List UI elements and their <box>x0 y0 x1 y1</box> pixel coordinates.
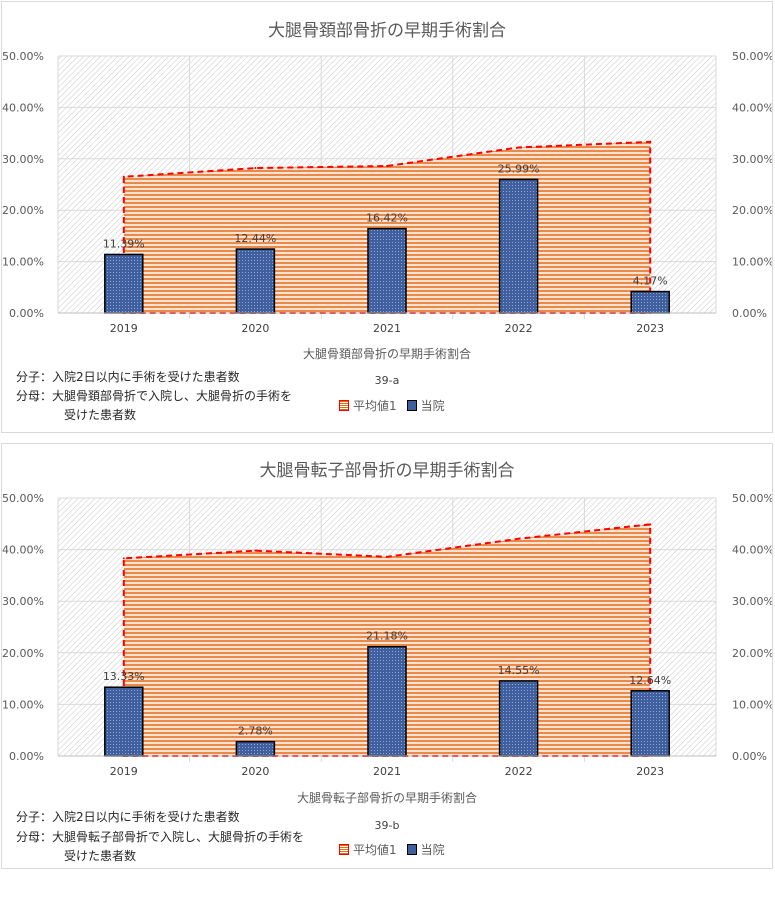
x-tick-label: 2019 <box>110 765 138 778</box>
average-point <box>386 164 388 167</box>
y-tick-label-right: 50.00% <box>732 50 772 63</box>
bar-value-label: 4.17% <box>633 275 668 288</box>
x-axis-label: 大腿骨転子部骨折の早期手術割合 <box>296 791 477 805</box>
chart-code: 39-b <box>374 819 400 832</box>
x-tick-label: 2023 <box>636 765 664 778</box>
average-point <box>517 537 520 540</box>
y-tick-label-left: 50.00% <box>2 50 44 63</box>
bar-2019 <box>104 686 144 757</box>
legend-swatch-average <box>339 400 349 411</box>
x-tick-label: 2019 <box>110 322 138 335</box>
note-denominator: 分母：大腿骨転子部骨折で入院し、大腿骨折の手術を <box>16 830 305 844</box>
y-tick-label-left: 0.00% <box>9 750 44 763</box>
y-tick-label-left: 30.00% <box>2 595 44 608</box>
x-tick-label: 2022 <box>505 765 533 778</box>
bar-value-label: 12.64% <box>629 674 671 687</box>
y-tick-label-left: 30.00% <box>2 153 44 166</box>
bar-value-label: 21.18% <box>366 630 408 643</box>
y-tick-label-left: 40.00% <box>2 544 44 557</box>
y-tick-label-right: 10.00% <box>732 698 772 711</box>
bar-value-label: 11.39% <box>103 237 145 250</box>
bar-2021 <box>367 227 407 314</box>
chart-title: 大腿骨頚部骨折の早期手術割合 <box>268 21 506 41</box>
chart-plot-area: 0.00% 0.00% 10.00% 10.00% 20.00% 20.00% 30.00%… <box>2 50 772 335</box>
legend-swatch-hospital <box>406 400 417 411</box>
legend-swatch-hospital <box>406 844 417 855</box>
chart-panel-b: 大腿骨転子部骨折の早期手術割合 0.00% 0.00% 10.00% 10.00% 20… <box>1 443 773 869</box>
y-tick-label-right: 40.00% <box>732 544 772 557</box>
legend: 平均値1 当院 <box>339 397 445 414</box>
note-denominator: 分母：大腿骨頚部骨折で入院し、大腿骨折の手術を <box>16 389 293 403</box>
legend-label-average: 平均値1 <box>353 399 397 413</box>
y-tick-label-right: 10.00% <box>732 256 772 269</box>
y-tick-label-right: 40.00% <box>732 101 772 114</box>
note-denominator-cont: 受けた患者数 <box>64 849 137 863</box>
bar-value-label: 13.33% <box>103 670 145 683</box>
bar-value-label: 12.44% <box>234 232 276 245</box>
y-tick-label-left: 50.00% <box>2 492 44 505</box>
bar-2023 <box>630 690 670 757</box>
bar-2020 <box>235 740 276 757</box>
average-point <box>649 140 652 143</box>
average-point <box>254 549 257 552</box>
average-point <box>122 557 125 560</box>
bar-2022 <box>498 178 539 314</box>
x-tick-label: 2022 <box>505 322 533 335</box>
note-numerator: 分子：入院2日以内に手術を受けた患者数 <box>16 370 240 384</box>
legend-label-hospital: 当院 <box>420 843 445 857</box>
bar-value-label: 16.42% <box>366 212 408 225</box>
y-tick-label-right: 20.00% <box>732 204 772 217</box>
bar-2021 <box>367 645 407 757</box>
y-tick-label-right: 0.00% <box>732 307 767 320</box>
chart-code: 39-a <box>374 374 400 387</box>
x-tick-label: 2020 <box>241 765 269 778</box>
bar-2023 <box>630 290 670 314</box>
note-numerator: 分子：入院2日以内に手術を受けた患者数 <box>16 810 240 824</box>
y-tick-label-right: 30.00% <box>732 595 772 608</box>
x-tick-label: 2020 <box>241 322 269 335</box>
average-point <box>649 523 652 526</box>
average-point <box>386 555 388 558</box>
y-tick-label-right: 30.00% <box>732 153 772 166</box>
bar-2019 <box>104 253 144 314</box>
average-point <box>517 146 520 149</box>
chart-plot-area: 0.00% 0.00% 10.00% 10.00% 20.00% 20.00% 30.00%… <box>2 492 772 778</box>
x-tick-label: 2021 <box>373 322 401 335</box>
y-tick-label-left: 0.00% <box>9 307 44 320</box>
x-axis-label: 大腿骨頚部骨折の早期手術割合 <box>302 347 471 361</box>
x-tick-label: 2021 <box>373 765 401 778</box>
x-tick-label: 2023 <box>636 322 664 335</box>
bar-2020 <box>235 248 276 314</box>
legend-label-average: 平均値1 <box>353 843 397 857</box>
legend-label-hospital: 当院 <box>420 399 445 413</box>
y-tick-label-right: 0.00% <box>732 750 767 763</box>
y-tick-label-left: 10.00% <box>2 256 44 269</box>
note-denominator-cont: 受けた患者数 <box>64 408 137 422</box>
y-tick-label-right: 20.00% <box>732 647 772 660</box>
bar-value-label: 2.78% <box>238 725 273 738</box>
y-tick-label-left: 40.00% <box>2 101 44 114</box>
chart-title: 大腿骨転子部骨折の早期手術割合 <box>259 461 515 481</box>
y-tick-label-left: 10.00% <box>2 698 44 711</box>
y-tick-label-right: 50.00% <box>732 492 772 505</box>
bar-value-label: 25.99% <box>498 162 540 175</box>
y-tick-label-left: 20.00% <box>2 204 44 217</box>
legend-swatch-average <box>339 844 349 855</box>
bar-value-label: 14.55% <box>498 664 540 677</box>
average-point <box>122 175 125 178</box>
y-tick-label-left: 20.00% <box>2 647 44 660</box>
bar-2022 <box>498 680 539 757</box>
legend: 平均値1 当院 <box>339 841 445 858</box>
chart-panel-a: 大腿骨頚部骨折の早期手術割合 0.00% 0.00% 10.00% 10.00% 20.… <box>1 1 773 433</box>
average-point <box>254 167 257 170</box>
